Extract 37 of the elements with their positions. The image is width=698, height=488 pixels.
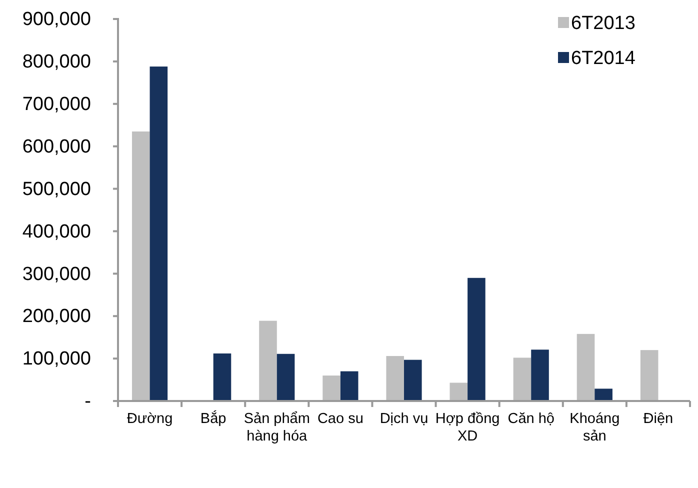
y-tick-label: 400,000 xyxy=(22,221,91,242)
x-tick-label: Dịch vụ xyxy=(380,411,428,427)
x-tick-label: Điện xyxy=(643,411,674,427)
legend-label: 6T2013 xyxy=(571,13,636,34)
y-tick-label: 300,000 xyxy=(22,264,91,285)
y-tick-label: 700,000 xyxy=(22,94,91,115)
y-tick-label: 600,000 xyxy=(22,136,91,158)
bar xyxy=(132,131,150,401)
y-tick-label: 900,000 xyxy=(22,9,91,30)
bar xyxy=(276,354,295,401)
bar xyxy=(213,353,232,401)
y-tick-label: - xyxy=(84,391,91,412)
bar xyxy=(594,388,612,401)
x-tick-label: Căn hộ xyxy=(508,411,554,427)
x-tick-label: Đường xyxy=(126,411,173,427)
bar xyxy=(150,66,168,401)
x-tick-label: Cao su xyxy=(317,411,364,427)
bar xyxy=(531,350,549,401)
bar xyxy=(340,371,358,401)
y-tick-label: 100,000 xyxy=(22,348,91,370)
bar xyxy=(468,278,486,401)
x-tick-label: Khoáng sản xyxy=(570,411,620,444)
bar xyxy=(450,382,468,401)
y-tick-label: 500,000 xyxy=(22,178,91,200)
bar xyxy=(386,356,404,401)
x-tick-label: Sản phẩm hàng hóa xyxy=(244,411,310,444)
x-tick-label: Bắp xyxy=(200,410,226,427)
bar xyxy=(322,376,340,401)
bar xyxy=(404,360,422,401)
bar xyxy=(259,320,277,401)
y-tick-label: 800,000 xyxy=(22,52,91,73)
bar xyxy=(513,358,532,401)
bar xyxy=(576,334,595,401)
legend-label: 6T2014 xyxy=(571,48,636,69)
x-tick-label: Hợp đồng XD xyxy=(435,411,500,444)
bar xyxy=(640,350,658,401)
y-tick-label: 200,000 xyxy=(22,306,91,328)
